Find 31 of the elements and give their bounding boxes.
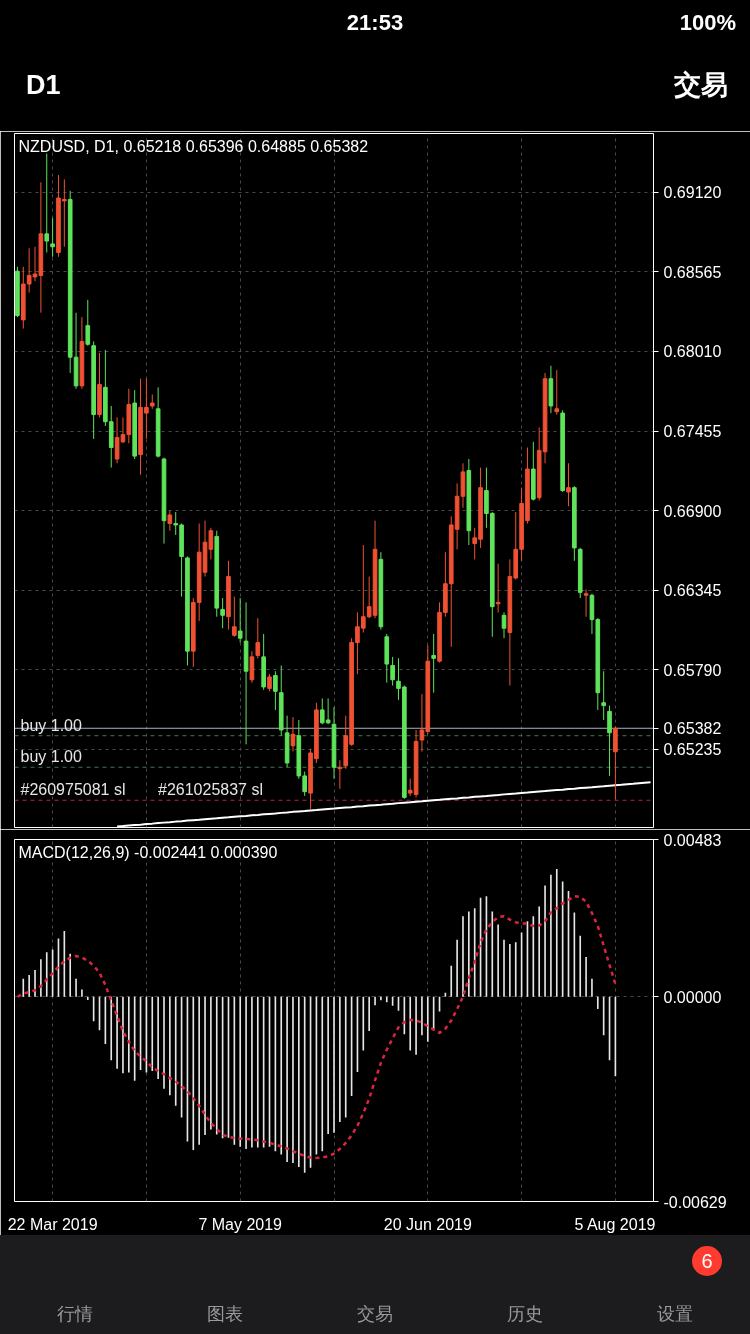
y-tick-label: 0.68010: [663, 343, 722, 361]
text: D1: [26, 69, 61, 102]
x-tick-label: 7 May 2019: [198, 1215, 283, 1233]
x-tick-label: 5 Aug 2019: [574, 1215, 656, 1233]
ref-line-label: #260975081 sl: [20, 781, 126, 799]
text: 图表: [206, 1303, 244, 1327]
text: 100%: [679, 9, 736, 37]
x-tick-label: 20 Jun 2019: [383, 1215, 472, 1233]
y-tick-label: 0.00483: [663, 831, 722, 849]
text: 行情: [56, 1303, 94, 1327]
ref-line-label: 0.65382: [663, 720, 722, 738]
y-tick-label: -0.00629: [663, 1193, 727, 1211]
annotation: #261025837 sl: [158, 781, 263, 799]
ref-line-label: buy 1.00: [20, 748, 82, 766]
text: 交易: [674, 69, 728, 102]
chart-title: NZDUSD, D1, 0.65218 0.65396 0.64885 0.65382: [18, 137, 369, 155]
text: 6: [692, 1246, 722, 1276]
text: 交易: [356, 1303, 394, 1327]
text: 设置: [656, 1303, 694, 1327]
text: 21:53: [346, 10, 404, 35]
y-tick-label: 0.69120: [663, 184, 722, 202]
y-tick-label: 0.65790: [663, 661, 722, 679]
text: 历史: [506, 1303, 544, 1327]
y-tick-label: 0.66900: [663, 502, 722, 520]
y-tick-label: 0.65235: [663, 741, 722, 759]
y-tick-label: 0.67455: [663, 423, 722, 441]
chart-title: MACD(12,26,9) -0.002441 0.000390: [18, 843, 278, 861]
x-tick-label: 22 Mar 2019: [7, 1215, 98, 1233]
y-tick-label: 0.66345: [663, 582, 722, 600]
y-tick-label: 0.00000: [663, 988, 722, 1006]
y-tick-label: 0.68565: [663, 263, 722, 281]
